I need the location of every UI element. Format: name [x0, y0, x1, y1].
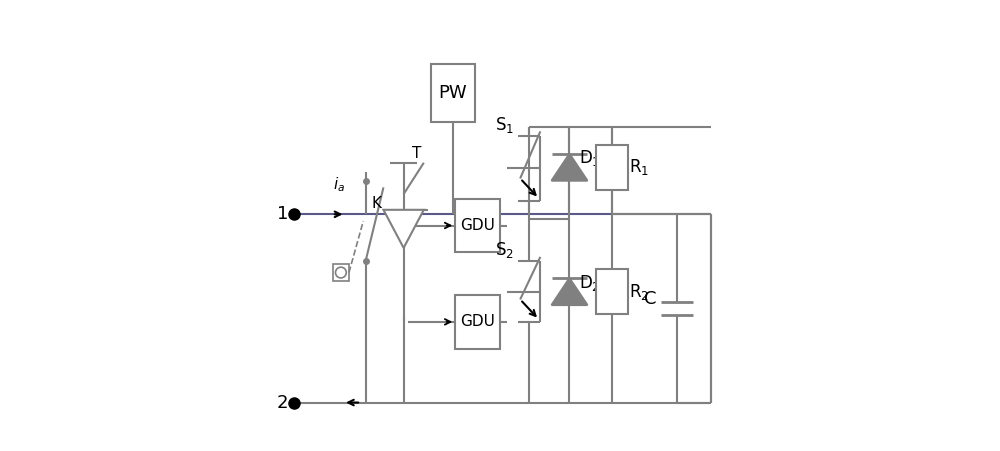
Text: T: T	[412, 146, 422, 161]
Bar	[596, 145, 628, 189]
Text: R$_1$: R$_1$	[629, 157, 649, 177]
Text: K: K	[372, 196, 382, 211]
Text: S$_1$: S$_1$	[495, 115, 514, 135]
Bar	[455, 295, 500, 349]
Text: D$_1$: D$_1$	[579, 148, 600, 168]
Text: $i_a$: $i_a$	[333, 175, 345, 194]
Polygon shape	[552, 278, 587, 305]
Text: GDU: GDU	[460, 314, 495, 329]
Text: 2: 2	[277, 394, 288, 412]
Bar	[333, 264, 349, 281]
Bar	[596, 269, 628, 314]
Polygon shape	[552, 154, 587, 181]
Text: C: C	[644, 290, 656, 308]
Text: D$_2$: D$_2$	[579, 273, 600, 293]
Text: PW: PW	[439, 84, 467, 102]
Text: 1: 1	[277, 205, 288, 223]
Polygon shape	[383, 210, 424, 248]
Bar	[431, 64, 475, 122]
Text: S$_2$: S$_2$	[495, 240, 514, 260]
Text: GDU: GDU	[460, 218, 495, 233]
Bar	[455, 198, 500, 253]
Text: R$_2$: R$_2$	[629, 281, 649, 302]
